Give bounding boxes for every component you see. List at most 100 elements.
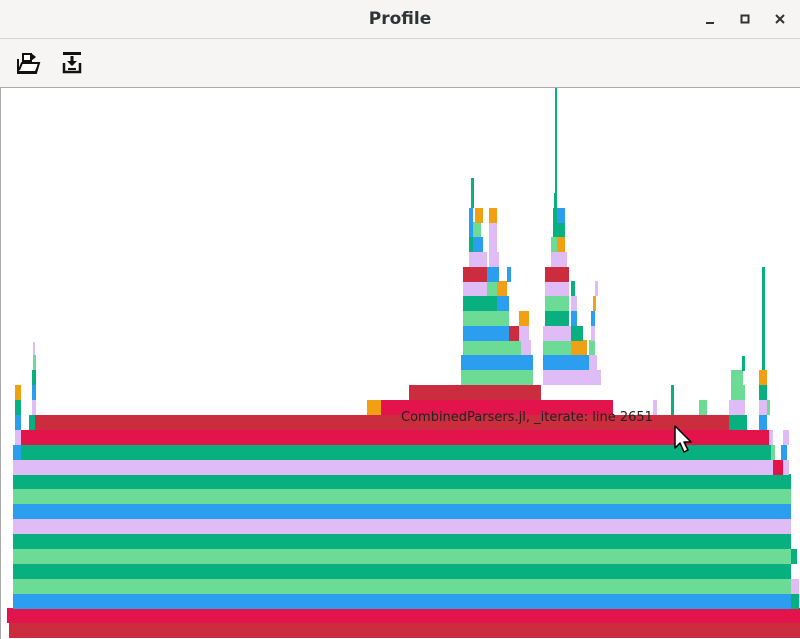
- stack-frame[interactable]: [13, 489, 791, 504]
- stack-frame[interactable]: [519, 326, 529, 341]
- stack-frame[interactable]: [463, 311, 489, 326]
- close-icon[interactable]: [770, 9, 790, 29]
- stack-frame[interactable]: [781, 445, 787, 460]
- stack-frame[interactable]: [32, 400, 36, 415]
- stack-frame[interactable]: [471, 178, 474, 208]
- stack-frame[interactable]: [15, 415, 21, 430]
- stack-frame[interactable]: [557, 208, 565, 223]
- stack-frame[interactable]: [487, 281, 497, 296]
- stack-frame[interactable]: [469, 237, 473, 252]
- stack-frame[interactable]: [553, 208, 557, 223]
- stack-frame[interactable]: [771, 445, 775, 460]
- stack-frame[interactable]: [571, 311, 577, 326]
- stack-frame[interactable]: [731, 370, 743, 385]
- stack-frame[interactable]: [469, 222, 473, 237]
- stack-frame[interactable]: [791, 594, 799, 609]
- stack-frame[interactable]: [783, 460, 789, 475]
- stack-frame[interactable]: [557, 237, 565, 252]
- stack-frame[interactable]: [9, 623, 800, 638]
- stack-frame[interactable]: [762, 267, 765, 370]
- stack-frame[interactable]: [671, 385, 674, 415]
- stack-frame[interactable]: [489, 311, 509, 326]
- stack-frame[interactable]: [571, 340, 587, 355]
- stack-frame[interactable]: [469, 252, 487, 267]
- stack-frame[interactable]: [367, 400, 381, 415]
- stack-frame[interactable]: [553, 222, 565, 237]
- stack-frame[interactable]: [551, 252, 567, 267]
- stack-frame[interactable]: [13, 460, 773, 475]
- stack-frame[interactable]: [469, 208, 473, 223]
- stack-frame[interactable]: [32, 385, 36, 400]
- stack-frame[interactable]: [21, 445, 771, 460]
- stack-frame[interactable]: [551, 237, 557, 252]
- stack-frame[interactable]: [509, 326, 519, 341]
- stack-frame[interactable]: [521, 340, 531, 355]
- stack-frame[interactable]: [15, 385, 21, 400]
- stack-frame[interactable]: [409, 385, 541, 400]
- stack-frame[interactable]: [21, 430, 769, 445]
- stack-frame[interactable]: [33, 355, 36, 370]
- stack-frame[interactable]: [554, 193, 557, 208]
- stack-frame[interactable]: [13, 564, 791, 579]
- stack-frame[interactable]: [497, 296, 509, 311]
- stack-frame[interactable]: [593, 296, 596, 311]
- stack-frame[interactable]: [463, 296, 487, 311]
- stack-frame[interactable]: [543, 326, 571, 341]
- stack-frame[interactable]: [543, 370, 591, 385]
- stack-frame[interactable]: [489, 252, 499, 267]
- stack-frame[interactable]: [769, 430, 773, 445]
- stack-frame[interactable]: [463, 326, 509, 341]
- stack-frame[interactable]: [29, 415, 35, 430]
- stack-frame[interactable]: [33, 342, 35, 355]
- stack-frame[interactable]: [767, 400, 770, 415]
- stack-frame[interactable]: [15, 430, 21, 445]
- title-bar[interactable]: Profile: [0, 0, 800, 39]
- stack-frame[interactable]: [571, 326, 583, 341]
- stack-frame[interactable]: [463, 267, 487, 282]
- stack-frame[interactable]: [589, 355, 597, 370]
- stack-frame[interactable]: [729, 400, 745, 415]
- stack-frame[interactable]: [791, 579, 799, 594]
- stack-frame[interactable]: [783, 430, 789, 445]
- stack-frame[interactable]: [473, 237, 483, 252]
- stack-frame[interactable]: [571, 296, 577, 311]
- stack-frame[interactable]: [381, 400, 613, 415]
- stack-frame[interactable]: [589, 340, 595, 355]
- flamegraph-canvas[interactable]: CombinedParsers.jl, _iterate: line 2651: [0, 87, 800, 639]
- stack-frame[interactable]: [595, 281, 598, 296]
- stack-frame[interactable]: [545, 267, 569, 282]
- stack-frame[interactable]: [571, 281, 575, 296]
- stack-frame[interactable]: [13, 534, 791, 549]
- stack-frame[interactable]: [13, 445, 21, 460]
- stack-frame[interactable]: [489, 208, 497, 223]
- stack-frame[interactable]: [731, 385, 745, 400]
- stack-frame[interactable]: [35, 415, 729, 430]
- stack-frame[interactable]: [591, 326, 595, 341]
- stack-frame[interactable]: [13, 474, 791, 489]
- flamegraph[interactable]: [1, 88, 800, 639]
- stack-frame[interactable]: [463, 340, 521, 355]
- stack-frame[interactable]: [545, 311, 569, 326]
- stack-frame[interactable]: [473, 222, 481, 237]
- stack-frame[interactable]: [653, 400, 657, 415]
- stack-frame[interactable]: [13, 504, 791, 519]
- stack-frame[interactable]: [545, 296, 569, 311]
- stack-frame[interactable]: [773, 460, 783, 475]
- stack-frame[interactable]: [591, 311, 595, 326]
- stack-frame[interactable]: [507, 267, 511, 282]
- stack-frame[interactable]: [489, 237, 497, 252]
- stack-frame[interactable]: [15, 400, 21, 415]
- maximize-icon[interactable]: [735, 9, 755, 29]
- stack-frame[interactable]: [545, 281, 569, 296]
- stack-frame[interactable]: [32, 370, 36, 385]
- save-icon[interactable]: [58, 49, 86, 77]
- stack-frame[interactable]: [7, 608, 800, 623]
- stack-frame[interactable]: [791, 549, 797, 564]
- stack-frame[interactable]: [13, 549, 791, 564]
- stack-frame[interactable]: [519, 311, 529, 326]
- stack-frame[interactable]: [555, 88, 557, 193]
- stack-frame[interactable]: [475, 208, 483, 223]
- stack-frame[interactable]: [543, 355, 589, 370]
- stack-frame[interactable]: [461, 370, 533, 385]
- stack-frame[interactable]: [699, 400, 707, 415]
